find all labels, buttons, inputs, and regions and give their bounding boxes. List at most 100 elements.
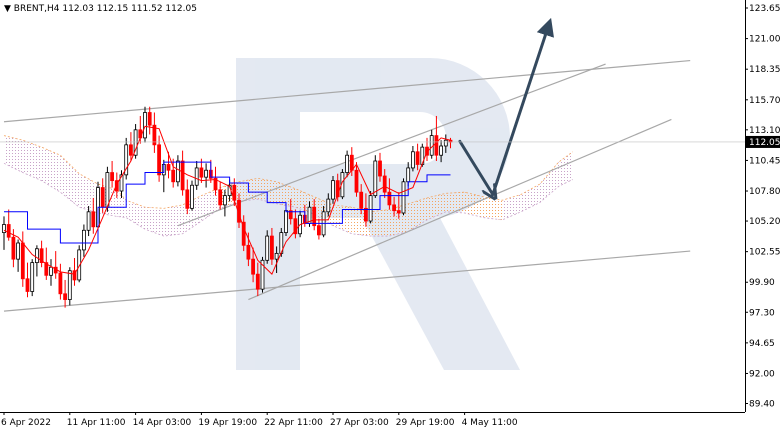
cloud-segment bbox=[257, 178, 277, 204]
candle-body bbox=[260, 259, 265, 290]
candle-body bbox=[373, 160, 378, 197]
candle-body bbox=[326, 198, 331, 213]
candle-body bbox=[91, 211, 96, 228]
trendline-lower-support bbox=[3, 250, 691, 312]
price-tick-label: 110.45 bbox=[749, 156, 781, 166]
candle-body bbox=[345, 154, 350, 173]
price-tick-label: 89.40 bbox=[749, 399, 775, 409]
candle-body bbox=[274, 252, 279, 260]
price-tick-label: 121.00 bbox=[749, 35, 781, 45]
ohlc-readout: 112.03 112.15 111.52 112.05 bbox=[62, 4, 197, 14]
candle-body bbox=[265, 235, 270, 261]
symbol-label: BRENT,H4 bbox=[13, 4, 60, 14]
candle-body bbox=[359, 191, 364, 209]
candle-body bbox=[25, 278, 30, 292]
price-tick-label: 97.30 bbox=[749, 308, 775, 318]
candle-body bbox=[86, 211, 91, 231]
candle-body bbox=[185, 189, 190, 209]
candle-body bbox=[77, 249, 82, 281]
price-tick-label: 113.10 bbox=[749, 126, 781, 136]
cloud-segment bbox=[408, 197, 427, 232]
time-tick-label: 4 May 11:00 bbox=[462, 418, 518, 428]
candle-body bbox=[67, 270, 72, 300]
forecast-arrow-1 bbox=[458, 139, 493, 194]
time-tick-label: 14 Apr 03:00 bbox=[133, 418, 192, 428]
candle-body bbox=[392, 204, 397, 212]
candle-body bbox=[194, 167, 199, 186]
candle-body bbox=[82, 229, 86, 251]
candle-body bbox=[401, 181, 406, 214]
candle-body bbox=[396, 210, 401, 214]
forecast-arrow-2 bbox=[491, 17, 554, 196]
cloud-segment bbox=[370, 209, 390, 237]
candle-body bbox=[251, 258, 256, 275]
candle-body bbox=[331, 180, 335, 200]
candle-body bbox=[213, 177, 218, 191]
candle-body bbox=[255, 273, 260, 290]
candle-body bbox=[349, 154, 354, 171]
time-tick-label: 19 Apr 19:00 bbox=[198, 418, 257, 428]
price-tick-label: 99.90 bbox=[749, 278, 775, 288]
price-tick-label: 94.65 bbox=[749, 339, 775, 349]
candle-body bbox=[316, 225, 321, 236]
candle-body bbox=[171, 169, 176, 183]
candle-body bbox=[105, 172, 110, 208]
candle-body bbox=[406, 167, 411, 183]
cloud-segment bbox=[163, 204, 183, 237]
candle-body bbox=[284, 210, 288, 233]
candle-body bbox=[293, 218, 298, 235]
candle-body bbox=[35, 248, 39, 264]
cloud-segment bbox=[22, 140, 42, 181]
candle-body bbox=[288, 210, 293, 220]
candle-body bbox=[11, 236, 16, 260]
time-axis: 6 Apr 2022 11 Apr 11:00 14 Apr 03:00 19 Apr… bbox=[1, 412, 518, 428]
forecast-arrows bbox=[458, 17, 554, 196]
candle-body bbox=[128, 144, 133, 156]
indicator-lines bbox=[3, 125, 451, 276]
candle-body bbox=[368, 195, 373, 222]
candle-body bbox=[110, 172, 114, 182]
candle-body bbox=[133, 129, 138, 156]
trend-lines bbox=[3, 59, 691, 312]
price-tick-label: 107.80 bbox=[749, 187, 781, 197]
candle-body bbox=[20, 242, 25, 280]
candle-body bbox=[382, 175, 387, 193]
last-price-box bbox=[746, 135, 780, 148]
price-tick-label: 115.70 bbox=[749, 96, 781, 106]
time-tick-label: 11 Apr 11:00 bbox=[67, 418, 126, 428]
candle-body bbox=[30, 262, 35, 292]
candle-body bbox=[439, 145, 444, 156]
cloud-segment bbox=[427, 193, 446, 220]
candle-body bbox=[72, 270, 77, 281]
candle-body bbox=[58, 272, 63, 295]
down-triangle-icon[interactable]: ▼ bbox=[4, 4, 11, 14]
candle-body bbox=[415, 151, 420, 165]
candle-body bbox=[443, 139, 448, 147]
candle-body bbox=[199, 167, 204, 178]
candle-body bbox=[190, 184, 194, 209]
price-tick-label: 105.20 bbox=[749, 217, 781, 227]
candle-body bbox=[175, 160, 180, 183]
cloud-span-b bbox=[3, 162, 573, 237]
candle-body bbox=[312, 206, 317, 227]
last-price-label: 112.05 bbox=[749, 138, 781, 148]
candle-body bbox=[354, 169, 359, 193]
candle-body bbox=[180, 160, 185, 191]
cloud-segment bbox=[558, 151, 573, 187]
candle-body bbox=[410, 151, 415, 169]
candle-body bbox=[434, 135, 439, 156]
price-tick-label: 92.00 bbox=[749, 369, 775, 379]
time-tick-label: 27 Apr 03:00 bbox=[330, 418, 389, 428]
trendline-upper-channel bbox=[3, 59, 691, 123]
candle-body bbox=[2, 224, 6, 233]
candle-body bbox=[63, 293, 67, 300]
candle-body bbox=[335, 180, 340, 198]
candle-body bbox=[241, 221, 246, 246]
cloud-segment bbox=[145, 207, 164, 237]
cloud-segment bbox=[4, 135, 23, 173]
candle-body bbox=[100, 187, 105, 208]
time-tick-label: 22 Apr 11:00 bbox=[264, 418, 323, 428]
cloud-segment bbox=[60, 155, 80, 208]
